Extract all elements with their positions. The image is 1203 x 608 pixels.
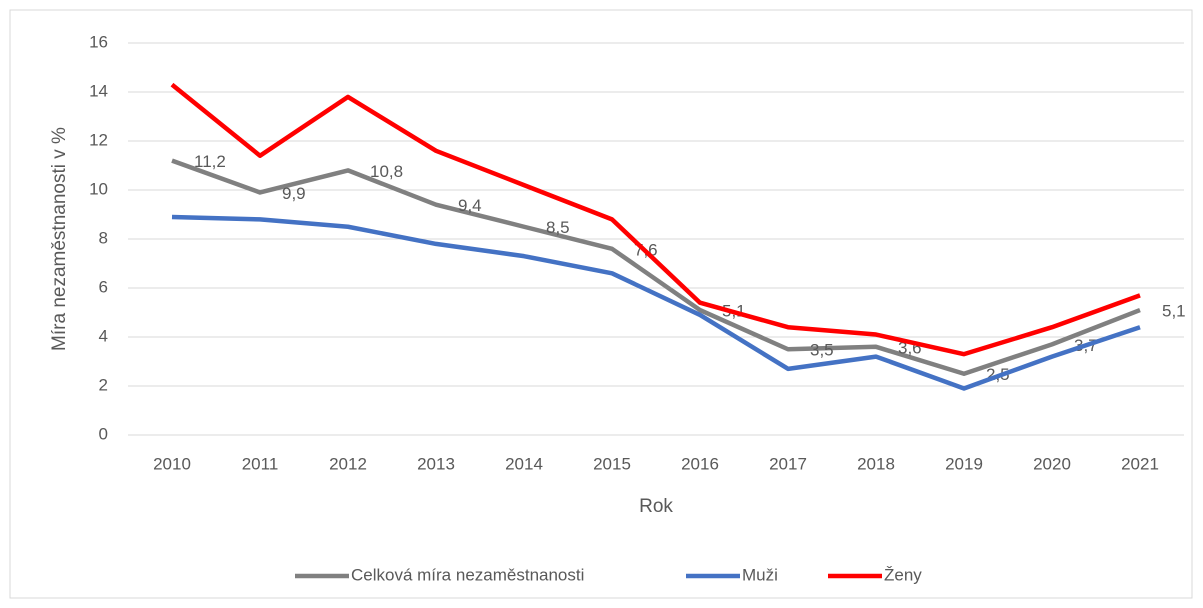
- data-label: 11,2: [194, 152, 226, 171]
- x-tick-label: 2015: [593, 454, 631, 473]
- x-tick-label: 2014: [505, 454, 543, 473]
- x-tick-label: 2019: [945, 454, 983, 473]
- series-line: [171, 158, 1141, 376]
- series-line: [170, 82, 1141, 357]
- data-label: 10,8: [370, 162, 403, 181]
- y-tick-label: 4: [99, 326, 108, 345]
- x-tick-label: 2016: [681, 454, 719, 473]
- y-tick-label: 8: [99, 228, 108, 247]
- x-tick-label: 2011: [242, 454, 279, 473]
- series-line: [171, 214, 1141, 391]
- legend-label: Celková míra nezaměstnanosti: [351, 565, 584, 584]
- legend-label: Muži: [742, 565, 778, 584]
- data-label: 8,5: [546, 218, 570, 237]
- y-tick-label: 0: [99, 424, 108, 443]
- y-axis-title: Míra nezaměstnanosti v %: [49, 127, 70, 351]
- y-tick-label: 2: [99, 375, 108, 394]
- data-label: 5,1: [1162, 302, 1186, 321]
- x-axis-title: Rok: [639, 496, 673, 517]
- y-tick-label: 16: [89, 32, 108, 51]
- x-tick-label: 2021: [1121, 454, 1159, 473]
- data-label: 9,4: [458, 196, 482, 215]
- y-tick-label: 10: [89, 179, 108, 198]
- x-tick-label: 2018: [857, 454, 895, 473]
- data-label: 9,9: [282, 184, 306, 203]
- y-tick-label: 12: [89, 130, 108, 149]
- y-tick-label: 14: [89, 81, 108, 100]
- x-tick-label: 2020: [1033, 454, 1071, 473]
- data-label: 3,5: [810, 341, 834, 360]
- x-tick-label: 2010: [153, 454, 191, 473]
- legend-label: Ženy: [884, 565, 922, 584]
- x-tick-label: 2017: [769, 454, 807, 473]
- x-tick-label: 2012: [329, 454, 367, 473]
- x-tick-label: 2013: [417, 454, 455, 473]
- y-tick-label: 6: [99, 277, 108, 296]
- chart-border: [9, 9, 1193, 599]
